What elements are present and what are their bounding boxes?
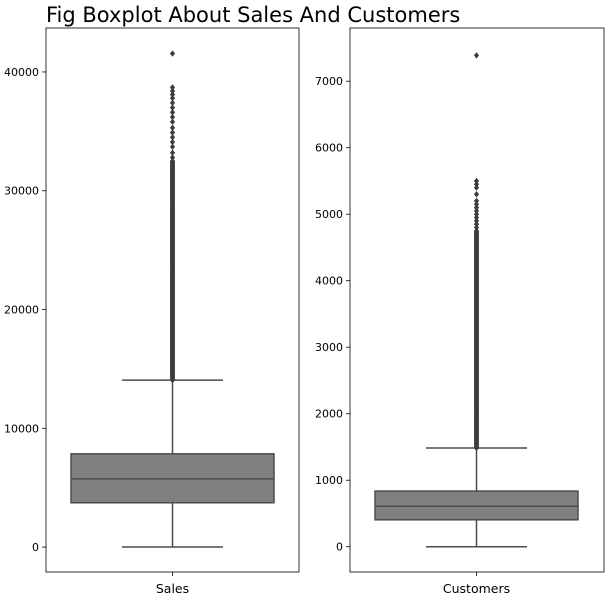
customers-outlier-point	[473, 217, 480, 225]
sales-outlier-point	[169, 138, 176, 146]
customers-ytick-label: 1000	[315, 474, 343, 487]
sales-outlier-point	[169, 118, 176, 126]
chart-panels: 0 10000 20000 30000 40000 Sales 0 1000 2000 3000 4…	[4, 27, 605, 596]
sales-outlier-point	[169, 113, 176, 121]
customers-axes-frame	[349, 27, 605, 573]
customers-outlier-point	[473, 191, 480, 198]
customers-dense-outliers	[473, 227, 480, 452]
customers-category-label: Customers	[443, 581, 510, 596]
sales-outlier-point	[169, 91, 176, 98]
sales-outlier-point	[169, 104, 176, 111]
customers-ytick-label: 4000	[315, 275, 343, 288]
customers-ytick-label: 0	[336, 541, 343, 554]
sales-outlier-point	[169, 50, 176, 57]
sales-outlier-point	[169, 157, 176, 165]
sales-panel: 0 10000 20000 30000 40000 Sales	[4, 27, 300, 596]
customers-outlier-point	[473, 201, 480, 208]
sales-outlier-point	[169, 124, 176, 131]
sales-ytick-label: 10000	[4, 422, 39, 435]
customers-outlier-point	[473, 211, 480, 218]
sales-outlier-point	[169, 149, 176, 156]
customers-outlier-point	[473, 204, 480, 211]
sales-outlier-point	[169, 154, 176, 161]
customers-outlier-point	[473, 207, 480, 215]
customers-ytick-label: 2000	[315, 408, 343, 421]
customers-box	[374, 490, 579, 521]
sales-category-label: Sales	[156, 581, 189, 596]
customers-outlier-point	[473, 220, 480, 228]
sales-ytick-label: 20000	[4, 304, 39, 317]
customers-outlier-point	[473, 224, 480, 231]
customers-outlier-point	[473, 214, 480, 221]
chart-title: Fig Boxplot About Sales And Customers	[46, 3, 460, 27]
sales-ytick-label: 40000	[4, 66, 39, 79]
customers-panel: 0 1000 2000 3000 4000 5000 6000 7000 Customers	[315, 27, 605, 596]
customers-ytick-label: 3000	[315, 341, 343, 354]
customers-outlier-point	[473, 181, 480, 188]
sales-ytick-label: 30000	[4, 185, 39, 198]
customers-outlier-point	[473, 177, 480, 185]
sales-outlier-point	[169, 87, 176, 95]
customers-outlier-point	[473, 227, 480, 235]
sales-dense-outliers	[169, 157, 176, 384]
sales-outlier-point	[169, 134, 176, 141]
sales-outlier-point	[169, 94, 176, 102]
customers-ytick-label: 6000	[315, 142, 343, 155]
sales-outlier-point	[169, 109, 176, 116]
sales-outlier-point	[169, 129, 176, 136]
customers-outlier-point	[473, 197, 480, 205]
customers-outlier-point	[473, 52, 480, 59]
sales-outlier-point	[169, 84, 176, 91]
sales-outlier-point	[169, 99, 176, 107]
sales-ytick-label: 0	[32, 541, 39, 554]
sales-outlier-point	[169, 143, 176, 150]
customers-ytick-label: 5000	[315, 208, 343, 221]
customers-ytick-label: 7000	[315, 75, 343, 88]
customers-outlier-point	[473, 184, 480, 191]
